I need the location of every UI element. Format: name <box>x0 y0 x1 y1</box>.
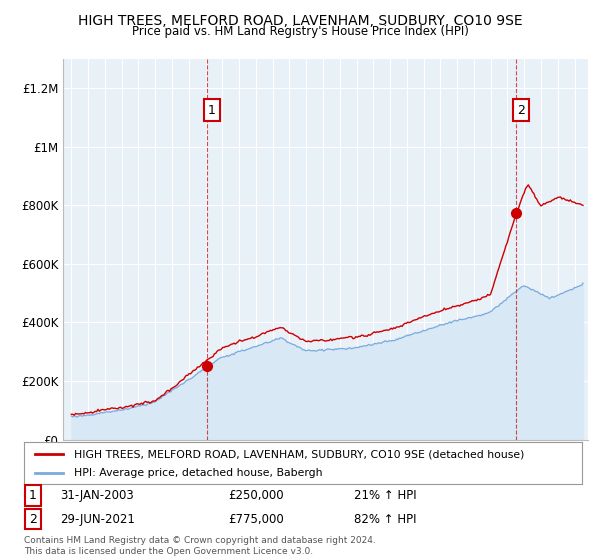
Text: HIGH TREES, MELFORD ROAD, LAVENHAM, SUDBURY, CO10 9SE (detached house): HIGH TREES, MELFORD ROAD, LAVENHAM, SUDB… <box>74 449 524 459</box>
Text: 31-JAN-2003: 31-JAN-2003 <box>60 489 134 502</box>
Text: Price paid vs. HM Land Registry's House Price Index (HPI): Price paid vs. HM Land Registry's House … <box>131 25 469 38</box>
Text: £250,000: £250,000 <box>228 489 284 502</box>
Text: 29-JUN-2021: 29-JUN-2021 <box>60 512 135 526</box>
Text: 21% ↑ HPI: 21% ↑ HPI <box>354 489 416 502</box>
Text: HIGH TREES, MELFORD ROAD, LAVENHAM, SUDBURY, CO10 9SE: HIGH TREES, MELFORD ROAD, LAVENHAM, SUDB… <box>77 14 523 28</box>
Text: £775,000: £775,000 <box>228 512 284 526</box>
Text: 82% ↑ HPI: 82% ↑ HPI <box>354 512 416 526</box>
Text: 2: 2 <box>29 512 37 526</box>
Text: 2: 2 <box>517 104 525 116</box>
Text: 1: 1 <box>29 489 37 502</box>
Text: Contains HM Land Registry data © Crown copyright and database right 2024.
This d: Contains HM Land Registry data © Crown c… <box>24 536 376 556</box>
Text: HPI: Average price, detached house, Babergh: HPI: Average price, detached house, Babe… <box>74 468 323 478</box>
Text: 1: 1 <box>208 104 216 116</box>
